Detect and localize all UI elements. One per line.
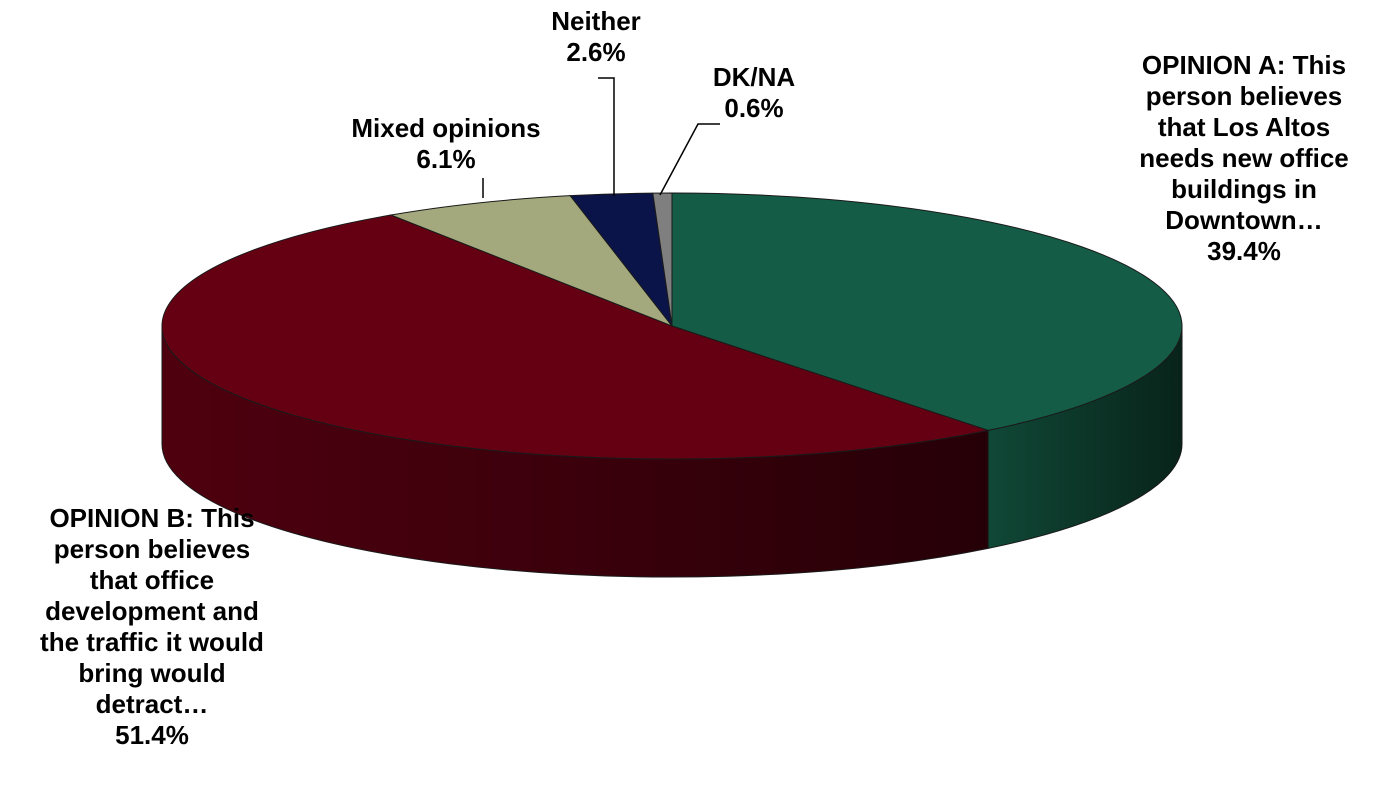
pie-top-layer [161,192,1183,460]
slice-neither-value-label: 2.6% [566,37,625,67]
slice-opinion-b-label-line: OPINION B: This [49,503,254,533]
slice-mixed-opinions-value-label: 6.1% [416,144,475,174]
slice-opinion-b-label: OPINION B: This person believes that offic… [40,503,264,750]
slice-dk-na-leader-line [659,123,720,196]
slice-opinion-b [161,214,991,460]
slice-dk-na-label-line: DK/NA [713,62,796,92]
slice-opinion-a-label-line: buildings in [1171,174,1317,204]
slice-dk-na-label: DK/NA 0.6% [713,62,796,123]
slice-opinion-b-value-label: 51.4% [115,720,189,750]
slice-opinion-a-label-line: Downtown… [1165,205,1322,235]
slice-opinion-a-label-line: needs new office [1139,143,1349,173]
slice-mixed-opinions-label-line: Mixed opinions [351,113,540,143]
slice-opinion-b-label-line: that office [90,565,214,595]
slice-opinion-a-label: OPINION A: This person believes that Los A… [1139,50,1349,266]
slice-opinion-b-label-line: bring would [78,658,225,688]
slice-mixed-opinions [389,195,674,328]
slice-mixed-opinions-label: Mixed opinions 6.1% [351,113,540,174]
slice-dk-na [652,192,673,327]
slice-neither-label: Neither 2.6% [551,6,641,67]
slice-opinion-a-label-line: that Los Altos [1158,112,1330,142]
slice-opinion-b-label-line: development and [45,596,259,626]
slice-dk-na-value-label: 0.6% [724,93,783,123]
slice-opinion-b-label-line: detract… [96,689,209,719]
slice-opinion-b-label-line: the traffic it would [40,627,264,657]
slice-opinion-a-label-line: person believes [1146,81,1343,111]
slice-opinion-a [671,192,1183,431]
slice-opinion-a-label-line: OPINION A: This [1142,50,1346,80]
slice-neither-leader-line [598,77,615,196]
slice-neither-label-line: Neither [551,6,641,36]
slice-labels: OPINION A: This person believes that Los A… [40,6,1349,750]
slice-opinion-b-label-line: person believes [54,534,251,564]
leader-lines [482,77,720,198]
slice-opinion-a-value-label: 39.4% [1207,236,1281,266]
